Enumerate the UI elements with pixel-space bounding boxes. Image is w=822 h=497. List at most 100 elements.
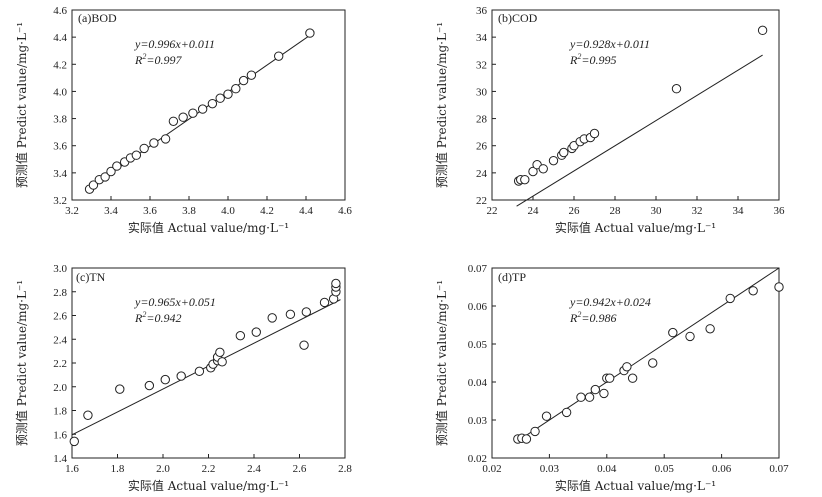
y-tick-label: 3.8: [53, 114, 67, 126]
x-tick-label: 2.0: [156, 463, 170, 475]
data-point: [131, 150, 142, 160]
chart-panel-2: 1.6 1.8 2.0 2.2 2.4 2.6 2.81.41.61.82.02.22.42…: [14, 263, 352, 493]
panel-title: (c)TN: [76, 270, 106, 284]
x-tick-label: 4.2: [260, 205, 274, 217]
data-point: [685, 331, 695, 342]
data-point: [671, 84, 682, 94]
x-tick-label: 3.8: [182, 205, 196, 217]
x-tick-label: 0.07: [769, 463, 789, 475]
y-axis-label: 预测值 Predict value/mg·L⁻¹: [434, 280, 449, 446]
y-tick-label: 0.04: [468, 377, 488, 389]
data-point: [648, 358, 658, 368]
y-tick-label: 0.05: [468, 339, 488, 351]
x-tick-label: 3.6: [143, 205, 157, 217]
data-point: [217, 357, 227, 367]
x-tick-label: 0.06: [712, 463, 732, 475]
y-tick-label: 3.0: [53, 263, 67, 275]
data-point: [559, 147, 569, 158]
data-point: [115, 384, 125, 394]
y-tick-label: 1.8: [53, 406, 67, 418]
data-point: [319, 297, 330, 308]
x-axis-label: 实际值 Actual value/mg·L⁻¹: [128, 478, 289, 493]
x-tick-label: 30: [651, 205, 663, 217]
data-point: [235, 330, 246, 341]
x-axis-label: 实际值 Actual value/mg·L⁻¹: [555, 220, 716, 235]
x-tick-label: 0.05: [655, 463, 675, 475]
data-point: [207, 98, 218, 109]
data-point: [106, 166, 116, 177]
data-point: [215, 347, 225, 358]
data-point: [215, 93, 225, 103]
fit-line: [516, 54, 763, 207]
x-tick-label: 2.8: [338, 463, 352, 475]
r-squared: R2=0.995: [569, 52, 616, 67]
data-point: [530, 426, 540, 437]
data-point: [589, 128, 600, 139]
data-point: [246, 70, 257, 80]
y-tick-label: 1.4: [53, 453, 67, 465]
data-point: [622, 362, 632, 372]
y-axis-label: 预测值 Predict value/mg·L⁻¹: [434, 22, 449, 188]
y-tick-label: 1.6: [53, 429, 67, 441]
r-squared: R2=0.986: [569, 310, 616, 325]
data-point: [748, 286, 758, 296]
x-tick-label: 4.0: [221, 205, 235, 217]
plot-frame: [71, 9, 346, 201]
x-tick-label: 34: [733, 205, 745, 217]
y-tick-label: 36: [476, 5, 488, 17]
r-squared: R2=0.997: [134, 52, 182, 67]
data-point: [194, 366, 205, 377]
panel-title: (d)TP: [498, 270, 526, 284]
data-point: [231, 84, 241, 94]
x-tick-label: 3.2: [65, 205, 79, 217]
data-point: [627, 373, 638, 383]
data-point: [188, 108, 198, 118]
data-point: [305, 28, 315, 38]
data-point: [757, 25, 768, 36]
plot-frame: [491, 9, 780, 201]
data-point: [576, 392, 586, 402]
data-point: [238, 75, 249, 86]
data-point: [267, 313, 277, 323]
fit-equation: y=0.942x+0.024: [569, 295, 651, 309]
data-point: [168, 116, 179, 126]
data-point: [285, 309, 296, 320]
y-tick-label: 2.0: [53, 382, 67, 394]
data-point: [604, 373, 615, 383]
data-point: [774, 282, 784, 292]
data-point: [100, 172, 110, 182]
x-tick-label: 1.6: [65, 463, 79, 475]
chart-panel-0: 3.2 3.4 3.6 3.8 4.0 4.2 4.4 4.6 3.2 3.4 3.6 3.8 4.0 4…: [14, 5, 352, 235]
fit-equation: y=0.965x+0.051: [134, 295, 216, 309]
data-point: [561, 407, 572, 418]
x-tick-label: 0.03: [540, 463, 560, 475]
data-point: [139, 143, 149, 154]
data-point: [301, 307, 312, 317]
y-tick-label: 32: [476, 59, 487, 71]
y-tick-label: 4.6: [53, 5, 67, 17]
data-point: [541, 411, 552, 421]
x-tick-label: 24: [528, 205, 540, 217]
y-axis-label: 预测值 Predict value/mg·L⁻¹: [14, 280, 29, 446]
x-tick-label: 0.04: [597, 463, 617, 475]
y-tick-label: 2.6: [53, 311, 67, 323]
y-tick-label: 22: [476, 195, 487, 207]
data-point: [178, 112, 188, 122]
fit-line: [517, 267, 780, 442]
y-axis-label: 预测值 Predict value/mg·L⁻¹: [14, 22, 29, 188]
y-tick-label: 4.0: [53, 86, 67, 98]
y-tick-label: 34: [476, 32, 488, 44]
data-point: [251, 327, 261, 337]
data-point: [584, 392, 595, 402]
y-tick-label: 4.4: [53, 32, 67, 44]
data-point: [538, 164, 548, 174]
data-point: [83, 410, 93, 420]
x-axis-label: 实际值 Actual value/mg·L⁻¹: [555, 478, 716, 493]
fit-equation: y=0.996x+0.011: [134, 37, 215, 51]
x-tick-label: 32: [692, 205, 703, 217]
plot-frame: [491, 267, 780, 459]
data-point: [144, 380, 155, 391]
y-tick-label: 28: [476, 114, 488, 126]
x-tick-label: 3.4: [104, 205, 118, 217]
